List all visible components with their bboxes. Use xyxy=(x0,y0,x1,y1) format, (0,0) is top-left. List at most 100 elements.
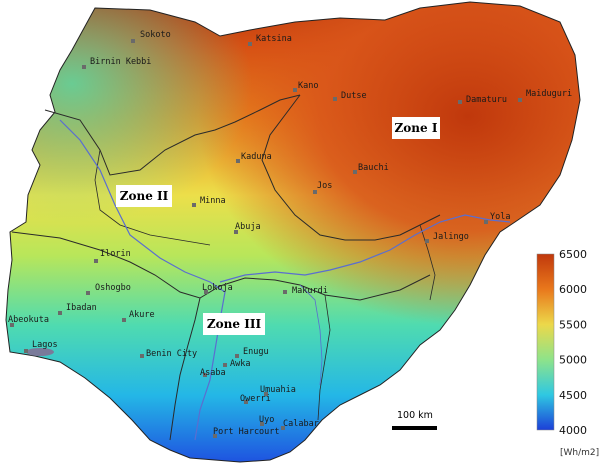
city-label: Yola xyxy=(490,212,510,222)
zone-1-label: Zone I xyxy=(392,117,440,139)
city-abuja: Abuja xyxy=(234,222,261,234)
river-niger xyxy=(59,119,226,441)
city-minna: Minna xyxy=(192,196,226,207)
zone-boundary-north xyxy=(44,94,301,176)
legend-tick-label: 4000 xyxy=(559,424,587,437)
city-label: Birnin Kebbi xyxy=(90,57,151,67)
city-label: Ilorin xyxy=(100,249,131,259)
zone-boundary-south xyxy=(169,297,201,441)
legend: 6500 6000 5500 5000 4500 4000 [Wh/m2] xyxy=(536,248,599,458)
scale-bar-line xyxy=(392,426,437,430)
city-marker xyxy=(281,426,285,430)
city-label: Jos xyxy=(317,181,332,191)
city-label: Jalingo xyxy=(433,232,469,242)
city-marker xyxy=(94,259,98,263)
city-marker xyxy=(10,323,14,327)
city-maiduguri: Maiduguri xyxy=(518,89,572,102)
river-tributary xyxy=(299,284,323,386)
city-owerri: Owerri xyxy=(240,394,271,404)
legend-tick-label: 5500 xyxy=(559,318,587,331)
city-oshogbo: Oshogbo xyxy=(86,283,131,295)
city-akure: Akure xyxy=(122,310,155,322)
lagos-lagoon xyxy=(26,348,54,356)
city-label: Abuja xyxy=(235,222,261,232)
city-marker xyxy=(192,203,196,207)
city-label: Oshogbo xyxy=(95,283,131,293)
city-marker xyxy=(248,42,252,46)
city-marker xyxy=(333,97,337,101)
city-yola: Yola xyxy=(484,212,510,224)
city-label: Akure xyxy=(129,310,155,320)
city-label: Awka xyxy=(230,359,250,369)
city-label: Port Harcourt xyxy=(213,427,280,437)
city-label: Abeokuta xyxy=(8,315,49,325)
city-label: Katsina xyxy=(256,34,292,44)
zone-3-label: Zone III xyxy=(203,313,265,335)
city-label: Asaba xyxy=(200,368,226,378)
city-label: Lagos xyxy=(32,340,58,350)
city-label: Ibadan xyxy=(66,303,97,313)
city-label: Sokoto xyxy=(140,30,171,40)
city-label: Uyo xyxy=(259,415,274,425)
city-ibadan: Ibadan xyxy=(58,303,97,315)
city-marker xyxy=(235,354,239,358)
city-label: Lokoja xyxy=(202,283,233,293)
city-abeokuta: Abeokuta xyxy=(8,315,49,327)
city-enugu: Enugu xyxy=(235,347,269,358)
zone-boundary-middle xyxy=(11,231,431,301)
zone-label-text: Zone I xyxy=(395,121,438,135)
city-marker xyxy=(244,400,248,404)
city-sokoto: Sokoto xyxy=(131,30,171,43)
scale-bar: 100 km xyxy=(392,410,437,430)
city-kano: Kano xyxy=(293,81,318,92)
city-makurdi: Makurdi xyxy=(283,286,328,296)
city-marker xyxy=(518,98,522,102)
city-lokoja: Lokoja xyxy=(202,283,233,294)
city-label: Makurdi xyxy=(292,286,328,296)
city-marker xyxy=(204,290,208,294)
city-label: Dutse xyxy=(341,91,367,101)
city-marker xyxy=(293,88,297,92)
city-marker xyxy=(223,363,227,367)
zone-label-text: Zone III xyxy=(207,317,262,331)
city-marker xyxy=(264,392,268,396)
city-kaduna: Kaduna xyxy=(236,152,272,163)
cities-layer: Sokoto Katsina Birnin Kebbi Kano Dutse Damatu… xyxy=(8,30,572,438)
zone-label-box xyxy=(203,313,265,335)
state-line-3 xyxy=(419,224,436,301)
city-label: Kaduna xyxy=(241,152,272,162)
city-marker xyxy=(213,434,217,438)
city-katsina: Katsina xyxy=(248,34,292,46)
zone-label-box xyxy=(392,117,440,139)
city-label: Calabar xyxy=(283,419,319,429)
city-ilorin: Ilorin xyxy=(94,249,131,263)
legend-tick-label: 5000 xyxy=(559,354,587,367)
river-benue xyxy=(219,214,511,283)
city-jos: Jos xyxy=(313,181,332,194)
city-marker xyxy=(260,422,264,426)
zone-label-text: Zone II xyxy=(120,189,169,203)
city-dutse: Dutse xyxy=(333,91,367,101)
city-marker xyxy=(484,220,488,224)
city-marker xyxy=(313,190,317,194)
city-marker xyxy=(425,239,429,243)
city-asaba: Asaba xyxy=(200,368,226,378)
city-marker xyxy=(24,349,28,353)
city-marker xyxy=(131,39,135,43)
zone-label-box xyxy=(116,185,172,207)
scale-bar-label: 100 km xyxy=(397,410,433,421)
zone-2-label: Zone II xyxy=(116,185,172,207)
city-marker xyxy=(86,291,90,295)
legend-colorbar xyxy=(536,253,555,431)
city-label: Maiduguri xyxy=(526,89,572,99)
city-marker xyxy=(58,311,62,315)
city-port-harcourt: Port Harcourt xyxy=(213,427,280,438)
city-marker xyxy=(82,65,86,69)
city-marker xyxy=(140,354,144,358)
city-label: Umuahia xyxy=(260,385,296,395)
zone-boundary-east xyxy=(261,94,441,241)
city-lagos: Lagos xyxy=(24,340,58,353)
city-uyo: Uyo xyxy=(259,415,274,426)
